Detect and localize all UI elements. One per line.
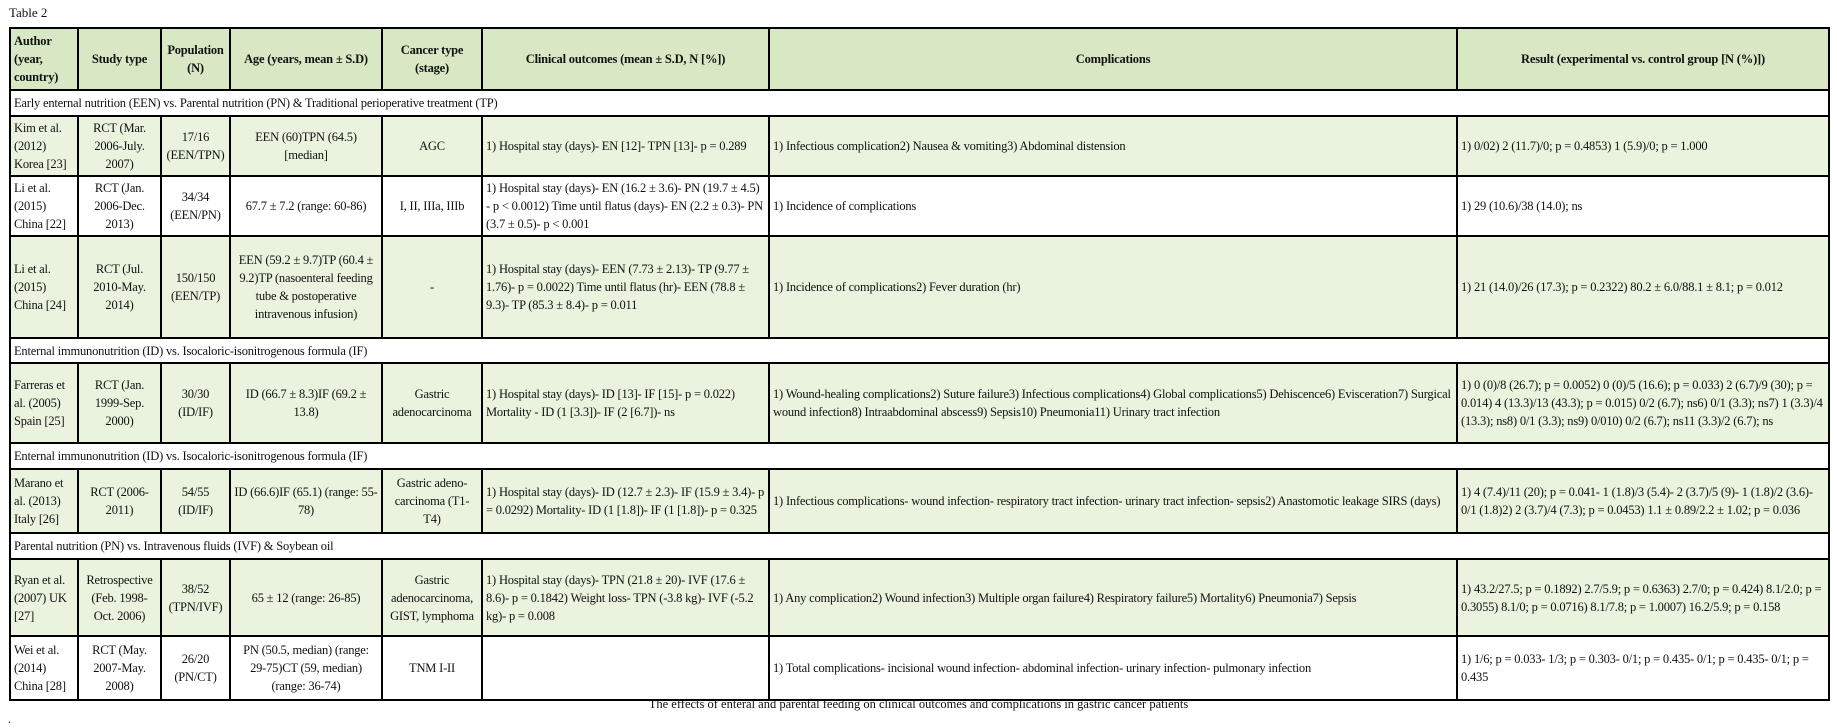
cell-result: 1) 0/02) 2 (11.7)/0; p = 0.4853) 1 (5.9)… bbox=[1456, 115, 1830, 177]
cell-cancer-type: Gastric adenocarcinoma, GIST, lymphoma bbox=[381, 558, 483, 637]
table-row: Kim et al. (2012) Korea [23] RCT (Mar. 20… bbox=[9, 115, 1830, 177]
cell-study-type: RCT (May. 2007-May. 2008) bbox=[77, 635, 162, 701]
cell-study-type: RCT (Mar. 2006-July. 2007) bbox=[77, 115, 162, 177]
cell-clinical-outcomes: 1) Hospital stay (days)- ID [13]- IF [15… bbox=[481, 362, 770, 444]
group-label: Enternal immunonutrition (ID) vs. Isocal… bbox=[9, 442, 1830, 470]
cell-author: Ryan et al. (2007) UK [27] bbox=[9, 558, 79, 637]
cell-complications: 1) Incidence of complications bbox=[768, 175, 1458, 237]
cell-author: Kim et al. (2012) Korea [23] bbox=[9, 115, 79, 177]
group-header-row: Enternal immunonutrition (ID) vs. Isocal… bbox=[9, 442, 1830, 470]
header-result: Result (experimental vs. control group [… bbox=[1456, 27, 1830, 91]
group-header-row: Parental nutrition (PN) vs. Intravenous … bbox=[9, 532, 1830, 560]
cell-clinical-outcomes: 1) Hospital stay (days)- EN (16.2 ± 3.6)… bbox=[481, 175, 770, 237]
cell-complications: 1) Wound-healing complications2) Suture … bbox=[768, 362, 1458, 444]
table-row: Wei et al. (2014) China [28] RCT (May. 20… bbox=[9, 635, 1830, 701]
group-header-row: Enternal immunonutrition (ID) vs. Isocal… bbox=[9, 337, 1830, 364]
cell-age: ID (66.7 ± 8.3)IF (69.2 ± 13.8) bbox=[229, 362, 383, 444]
cell-cancer-type: Gastric adenocarcinoma bbox=[381, 362, 483, 444]
group-label: Parental nutrition (PN) vs. Intravenous … bbox=[9, 532, 1830, 560]
cell-population: 150/150 (EEN/TP) bbox=[160, 235, 231, 339]
data-table: Author (year, country) Study type Popula… bbox=[9, 27, 1830, 701]
cell-complications: 1) Infectious complications- wound infec… bbox=[768, 468, 1458, 534]
cell-study-type: RCT (2006-2011) bbox=[77, 468, 162, 534]
cell-author: Li et al. (2015) China [22] bbox=[9, 175, 79, 237]
group-header-row: Early enternal nutrition (EEN) vs. Paren… bbox=[9, 89, 1830, 117]
footnote-mark: . bbox=[8, 712, 11, 726]
cell-age: 67.7 ± 7.2 (range: 60-86) bbox=[229, 175, 383, 237]
cell-population: 17/16 (EEN/TPN) bbox=[160, 115, 231, 177]
table-title: Table 2 bbox=[9, 5, 48, 20]
header-row: Author (year, country) Study type Popula… bbox=[9, 27, 1830, 91]
header-cancer-type: Cancer type (stage) bbox=[381, 27, 483, 91]
cell-population: 26/20 (PN/CT) bbox=[160, 635, 231, 701]
cell-result: 1) 4 (7.4)/11 (20); p = 0.041- 1 (1.8)/3… bbox=[1456, 468, 1830, 534]
cell-age: EEN (59.2 ± 9.7)TP (60.4 ± 9.2)TP (nasoe… bbox=[229, 235, 383, 339]
header-complications: Complications bbox=[768, 27, 1458, 91]
cell-complications: 1) Infectious complication2) Nausea & vo… bbox=[768, 115, 1458, 177]
cell-clinical-outcomes bbox=[481, 635, 770, 701]
header-author: Author (year, country) bbox=[9, 27, 79, 91]
cell-clinical-outcomes: 1) Hospital stay (days)- ID (12.7 ± 2.3)… bbox=[481, 468, 770, 534]
cell-population: 54/55 (ID/IF) bbox=[160, 468, 231, 534]
cell-complications: 1) Any complication2) Wound infection3) … bbox=[768, 558, 1458, 637]
cell-cancer-type: I, II, IIIa, IIIb bbox=[381, 175, 483, 237]
header-population: Population (N) bbox=[160, 27, 231, 91]
cell-complications: 1) Incidence of complications2) Fever du… bbox=[768, 235, 1458, 339]
cell-study-type: RCT (Jul. 2010-May. 2014) bbox=[77, 235, 162, 339]
cell-result: 1) 21 (14.0)/26 (17.3); p = 0.2322) 80.2… bbox=[1456, 235, 1830, 339]
cell-cancer-type: Gastric adeno-carcinoma (T1-T4) bbox=[381, 468, 483, 534]
table-row: Li et al. (2015) China [24] RCT (Jul. 201… bbox=[9, 235, 1830, 339]
cell-age: ID (66.6)IF (65.1) (range: 55-78) bbox=[229, 468, 383, 534]
cell-cancer-type: TNM I-II bbox=[381, 635, 483, 701]
cell-result: 1) 29 (10.6)/38 (14.0); ns bbox=[1456, 175, 1830, 237]
cell-complications: 1) Total complications- incisional wound… bbox=[768, 635, 1458, 701]
cell-author: Li et al. (2015) China [24] bbox=[9, 235, 79, 339]
header-study-type: Study type bbox=[77, 27, 162, 91]
table-row: Li et al. (2015) China [22] RCT (Jan. 200… bbox=[9, 175, 1830, 237]
cell-result: 1) 1/6; p = 0.033- 1/3; p = 0.303- 0/1; … bbox=[1456, 635, 1830, 701]
table-row: Farreras et al. (2005) Spain [25] RCT (Ja… bbox=[9, 362, 1830, 444]
cell-study-type: RCT (Jan. 2006-Dec. 2013) bbox=[77, 175, 162, 237]
cell-cancer-type: AGC bbox=[381, 115, 483, 177]
group-label: Enternal immunonutrition (ID) vs. Isocal… bbox=[9, 337, 1830, 364]
cell-clinical-outcomes: 1) Hospital stay (days)- EN [12]- TPN [1… bbox=[481, 115, 770, 177]
cell-age: EEN (60)TPN (64.5) [median] bbox=[229, 115, 383, 177]
table-row: Ryan et al. (2007) UK [27] Retrospective … bbox=[9, 558, 1830, 637]
cell-clinical-outcomes: 1) Hospital stay (days)- TPN (21.8 ± 20)… bbox=[481, 558, 770, 637]
cell-population: 34/34 (EEN/PN) bbox=[160, 175, 231, 237]
cell-result: 1) 43.2/27.5; p = 0.1892) 2.7/5.9; p = 0… bbox=[1456, 558, 1830, 637]
cell-population: 30/30 (ID/IF) bbox=[160, 362, 231, 444]
cell-population: 38/52 (TPN/IVF) bbox=[160, 558, 231, 637]
cell-clinical-outcomes: 1) Hospital stay (days)- EEN (7.73 ± 2.1… bbox=[481, 235, 770, 339]
cell-age: PN (50.5, median) (range: 29-75)CT (59, … bbox=[229, 635, 383, 701]
cell-age: 65 ± 12 (range: 26-85) bbox=[229, 558, 383, 637]
cell-study-type: RCT (Jan. 1999-Sep. 2000) bbox=[77, 362, 162, 444]
cell-cancer-type: - bbox=[381, 235, 483, 339]
cell-author: Wei et al. (2014) China [28] bbox=[9, 635, 79, 701]
cell-study-type: Retrospective (Feb. 1998-Oct. 2006) bbox=[77, 558, 162, 637]
cell-author: Marano et al. (2013) Italy [26] bbox=[9, 468, 79, 534]
group-label: Early enternal nutrition (EEN) vs. Paren… bbox=[9, 89, 1830, 117]
table-caption: The effects of enteral and parental feed… bbox=[648, 697, 1189, 711]
cell-author: Farreras et al. (2005) Spain [25] bbox=[9, 362, 79, 444]
cell-result: 1) 0 (0)/8 (26.7); p = 0.0052) 0 (0)/5 (… bbox=[1456, 362, 1830, 444]
header-age: Age (years, mean ± S.D) bbox=[229, 27, 383, 91]
table-row: Marano et al. (2013) Italy [26] RCT (2006… bbox=[9, 468, 1830, 534]
header-clinical-outcomes: Clinical outcomes (mean ± S.D, N [%]) bbox=[481, 27, 770, 91]
